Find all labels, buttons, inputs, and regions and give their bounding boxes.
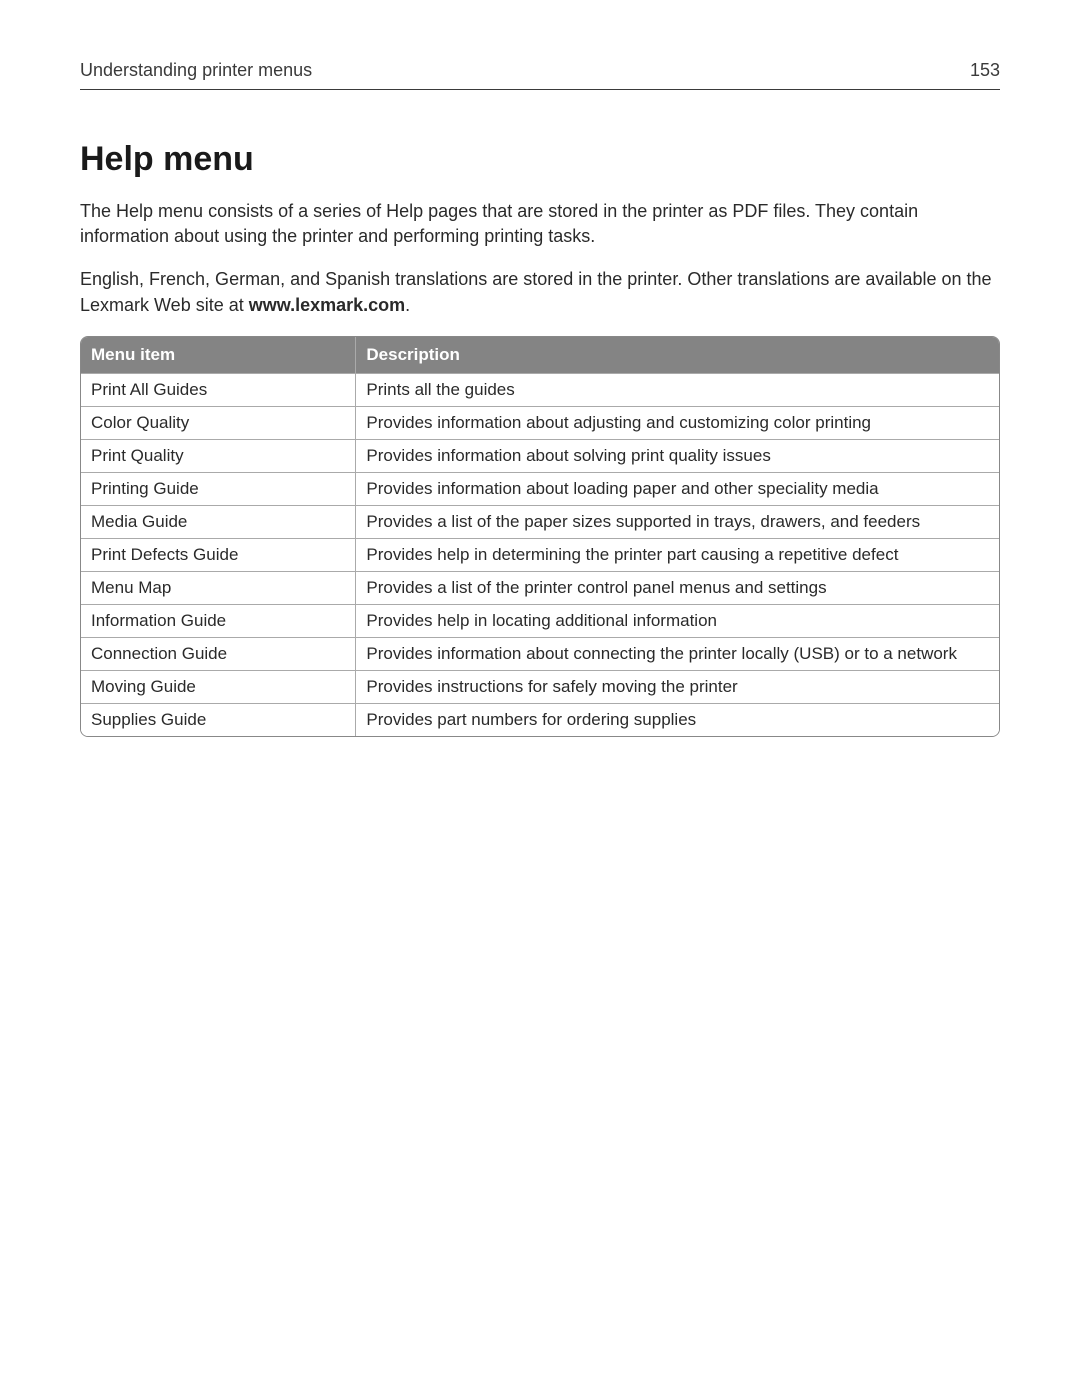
page-title: Help menu	[80, 140, 1000, 179]
p2-suffix: .	[405, 295, 410, 315]
menu-item-cell: Color Quality	[81, 406, 356, 439]
menu-item-cell: Print All Guides	[81, 373, 356, 406]
table-header-row: Menu item Description	[81, 337, 999, 373]
menu-item-cell: Menu Map	[81, 571, 356, 604]
description-cell: Provides a list of the printer control p…	[356, 571, 999, 604]
table-row: Color QualityProvides information about …	[81, 406, 999, 439]
column-header-description: Description	[356, 337, 999, 373]
p2-link-text: www.lexmark.com	[249, 295, 405, 315]
description-cell: Prints all the guides	[356, 373, 999, 406]
menu-item-cell: Information Guide	[81, 604, 356, 637]
page-header: Understanding printer menus 153	[80, 60, 1000, 90]
column-header-menu-item: Menu item	[81, 337, 356, 373]
menu-item-cell: Supplies Guide	[81, 703, 356, 736]
description-cell: Provides help in determining the printer…	[356, 538, 999, 571]
description-cell: Provides help in locating additional inf…	[356, 604, 999, 637]
description-cell: Provides information about loading paper…	[356, 472, 999, 505]
menu-item-cell: Media Guide	[81, 505, 356, 538]
menu-item-cell: Printing Guide	[81, 472, 356, 505]
table-row: Menu MapProvides a list of the printer c…	[81, 571, 999, 604]
menu-item-cell: Print Quality	[81, 439, 356, 472]
description-cell: Provides part numbers for ordering suppl…	[356, 703, 999, 736]
description-cell: Provides a list of the paper sizes suppo…	[356, 505, 999, 538]
menu-item-cell: Connection Guide	[81, 637, 356, 670]
page-number: 153	[970, 60, 1000, 81]
description-cell: Provides information about adjusting and…	[356, 406, 999, 439]
description-cell: Provides information about solving print…	[356, 439, 999, 472]
table-row: Print All GuidesPrints all the guides	[81, 373, 999, 406]
description-cell: Provides information about connecting th…	[356, 637, 999, 670]
help-menu-table: Menu item Description Print All GuidesPr…	[80, 336, 1000, 737]
menu-item-cell: Print Defects Guide	[81, 538, 356, 571]
table-row: Information GuideProvides help in locati…	[81, 604, 999, 637]
intro-paragraph-2: English, French, German, and Spanish tra…	[80, 267, 1000, 317]
table-row: Connection GuideProvides information abo…	[81, 637, 999, 670]
table-row: Print Defects GuideProvides help in dete…	[81, 538, 999, 571]
table-row: Supplies GuideProvides part numbers for …	[81, 703, 999, 736]
menu-item-cell: Moving Guide	[81, 670, 356, 703]
p2-prefix: English, French, German, and Spanish tra…	[80, 269, 992, 314]
intro-paragraph-1: The Help menu consists of a series of He…	[80, 199, 1000, 249]
description-cell: Provides instructions for safely moving …	[356, 670, 999, 703]
table-row: Printing GuideProvides information about…	[81, 472, 999, 505]
table-row: Print QualityProvides information about …	[81, 439, 999, 472]
section-title: Understanding printer menus	[80, 60, 312, 81]
table-row: Media GuideProvides a list of the paper …	[81, 505, 999, 538]
table-row: Moving GuideProvides instructions for sa…	[81, 670, 999, 703]
